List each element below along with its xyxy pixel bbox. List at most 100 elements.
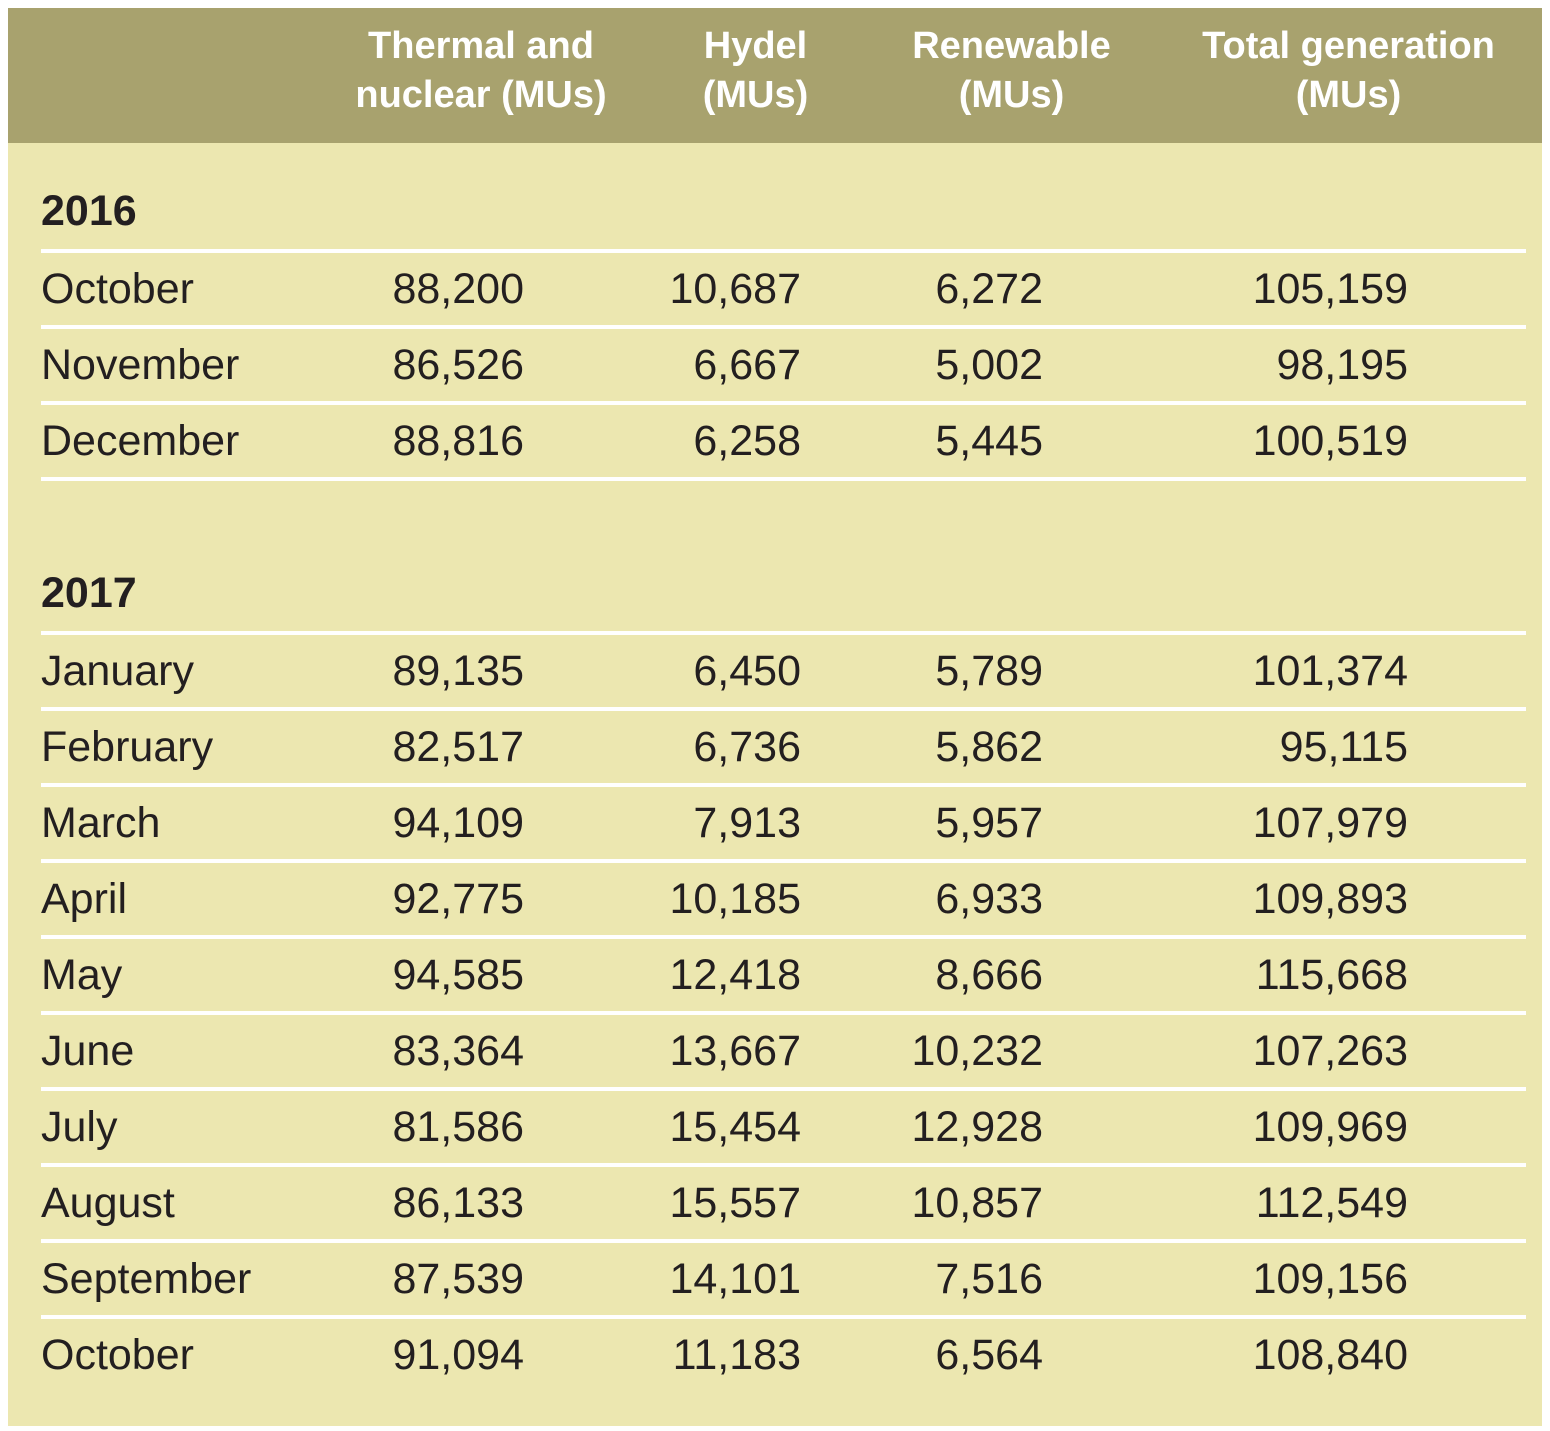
total-generation-value: 112,549 <box>1255 1179 1408 1227</box>
row-divider <box>41 631 1526 635</box>
renewable-value: 6,272 <box>935 265 1043 313</box>
total-generation-value: 109,969 <box>1252 1103 1408 1151</box>
thermal-nuclear-value: 88,200 <box>392 265 524 313</box>
thermal-nuclear-value: 94,109 <box>392 799 524 847</box>
month-cell: February <box>41 723 214 771</box>
thermal-nuclear-value: 89,135 <box>392 647 524 695</box>
total-generation-value: 98,195 <box>1276 341 1408 389</box>
hydel-value: 10,185 <box>669 875 801 923</box>
table-row: March 94,109 7,913 5,957 107,979 <box>8 787 1542 859</box>
thermal-nuclear-value: 88,816 <box>392 417 524 465</box>
thermal-nuclear-value: 87,539 <box>392 1255 524 1303</box>
hydel-value: 10,687 <box>669 265 801 313</box>
total-generation-value: 115,668 <box>1255 951 1408 999</box>
thermal-nuclear-value: 83,364 <box>392 1027 524 1075</box>
month-cell: September <box>41 1255 252 1303</box>
thermal-nuclear-value: 94,585 <box>392 951 524 999</box>
row-divider <box>41 1315 1526 1319</box>
hydel-value: 15,557 <box>669 1179 801 1227</box>
month-cell: November <box>41 341 240 389</box>
renewable-value: 10,232 <box>911 1027 1043 1075</box>
table-header: Thermal and nuclear (MUs) Hydel (MUs) Re… <box>8 8 1542 143</box>
thermal-nuclear-value: 82,517 <box>392 723 524 771</box>
table-row: July 81,586 15,454 12,928 109,969 <box>8 1091 1542 1163</box>
total-generation-value: 109,893 <box>1252 875 1408 923</box>
row-divider <box>41 783 1526 787</box>
generation-table: Thermal and nuclear (MUs) Hydel (MUs) Re… <box>8 8 1542 1426</box>
renewable-value: 5,002 <box>935 341 1043 389</box>
renewable-value: 5,789 <box>935 647 1043 695</box>
total-generation-value: 101,374 <box>1252 647 1408 695</box>
month-cell: August <box>41 1179 175 1227</box>
table-row: February 82,517 6,736 5,862 95,115 <box>8 711 1542 783</box>
total-generation-value: 100,519 <box>1252 417 1408 465</box>
table-body: 2016 October 88,200 10,687 6,272 105,159… <box>8 143 1542 1391</box>
month-cell: April <box>41 875 128 923</box>
table-row: October 91,094 11,183 6,564 108,840 <box>8 1319 1542 1391</box>
hydel-value: 6,736 <box>693 723 801 771</box>
month-cell: July <box>41 1103 118 1151</box>
thermal-nuclear-value: 86,526 <box>392 341 524 389</box>
hydel-value: 11,183 <box>672 1331 801 1379</box>
thermal-nuclear-value: 92,775 <box>392 875 524 923</box>
hydel-value: 6,450 <box>693 647 801 695</box>
total-generation-value: 108,840 <box>1252 1331 1408 1379</box>
header-total-generation: Total generation (MUs) <box>1202 24 1495 116</box>
thermal-nuclear-value: 86,133 <box>392 1179 524 1227</box>
row-divider <box>41 401 1526 405</box>
month-cell: January <box>41 647 194 695</box>
table-row: August 86,133 15,557 10,857 112,549 <box>8 1167 1542 1239</box>
table-row: November 86,526 6,667 5,002 98,195 <box>8 329 1542 401</box>
hydel-value: 12,418 <box>669 951 801 999</box>
renewable-value: 7,516 <box>935 1255 1043 1303</box>
table-row: May 94,585 12,418 8,666 115,668 <box>8 939 1542 1011</box>
hydel-value: 6,258 <box>693 417 801 465</box>
month-cell: October <box>41 1331 194 1379</box>
renewable-value: 6,564 <box>935 1331 1043 1379</box>
month-cell: March <box>41 799 161 847</box>
thermal-nuclear-value: 81,586 <box>392 1103 524 1151</box>
row-divider <box>41 1163 1526 1167</box>
year-section-label: 2017 <box>41 569 137 617</box>
year-section-label: 2016 <box>41 187 137 235</box>
renewable-value: 12,928 <box>911 1103 1043 1151</box>
total-generation-value: 105,159 <box>1252 265 1408 313</box>
header-hydel: Hydel (MUs) <box>702 24 809 116</box>
total-generation-value: 95,115 <box>1279 723 1408 771</box>
total-generation-value: 109,156 <box>1252 1255 1408 1303</box>
table-row: December 88,816 6,258 5,445 100,519 <box>8 405 1542 477</box>
hydel-value: 15,454 <box>669 1103 801 1151</box>
renewable-value: 5,862 <box>935 723 1043 771</box>
month-cell: June <box>41 1027 135 1075</box>
hydel-value: 6,667 <box>693 341 801 389</box>
row-divider <box>41 1011 1526 1015</box>
row-divider <box>41 325 1526 329</box>
renewable-value: 8,666 <box>935 951 1043 999</box>
table-row: January 89,135 6,450 5,789 101,374 <box>8 635 1542 707</box>
row-divider <box>41 1239 1526 1243</box>
hydel-value: 14,101 <box>669 1255 801 1303</box>
table-row: June 83,364 13,667 10,232 107,263 <box>8 1015 1542 1087</box>
renewable-value: 6,933 <box>935 875 1043 923</box>
renewable-value: 5,445 <box>935 417 1043 465</box>
row-divider <box>41 1087 1526 1091</box>
month-cell: December <box>41 417 240 465</box>
month-cell: October <box>41 265 194 313</box>
renewable-value: 5,957 <box>935 799 1043 847</box>
row-divider <box>41 935 1526 939</box>
table-row: April 92,775 10,185 6,933 109,893 <box>8 863 1542 935</box>
header-renewable: Renewable (MUs) <box>912 24 1111 116</box>
hydel-value: 13,667 <box>669 1027 801 1075</box>
thermal-nuclear-value: 91,094 <box>392 1331 524 1379</box>
row-divider <box>41 859 1526 863</box>
month-cell: May <box>41 951 123 999</box>
row-divider <box>41 707 1526 711</box>
header-thermal-nuclear: Thermal and nuclear (MUs) <box>355 24 607 116</box>
table-row: October 88,200 10,687 6,272 105,159 <box>8 253 1542 325</box>
row-divider <box>41 249 1526 253</box>
renewable-value: 10,857 <box>911 1179 1043 1227</box>
table-row: September 87,539 14,101 7,516 109,156 <box>8 1243 1542 1315</box>
total-generation-value: 107,979 <box>1252 799 1408 847</box>
total-generation-value: 107,263 <box>1252 1027 1408 1075</box>
